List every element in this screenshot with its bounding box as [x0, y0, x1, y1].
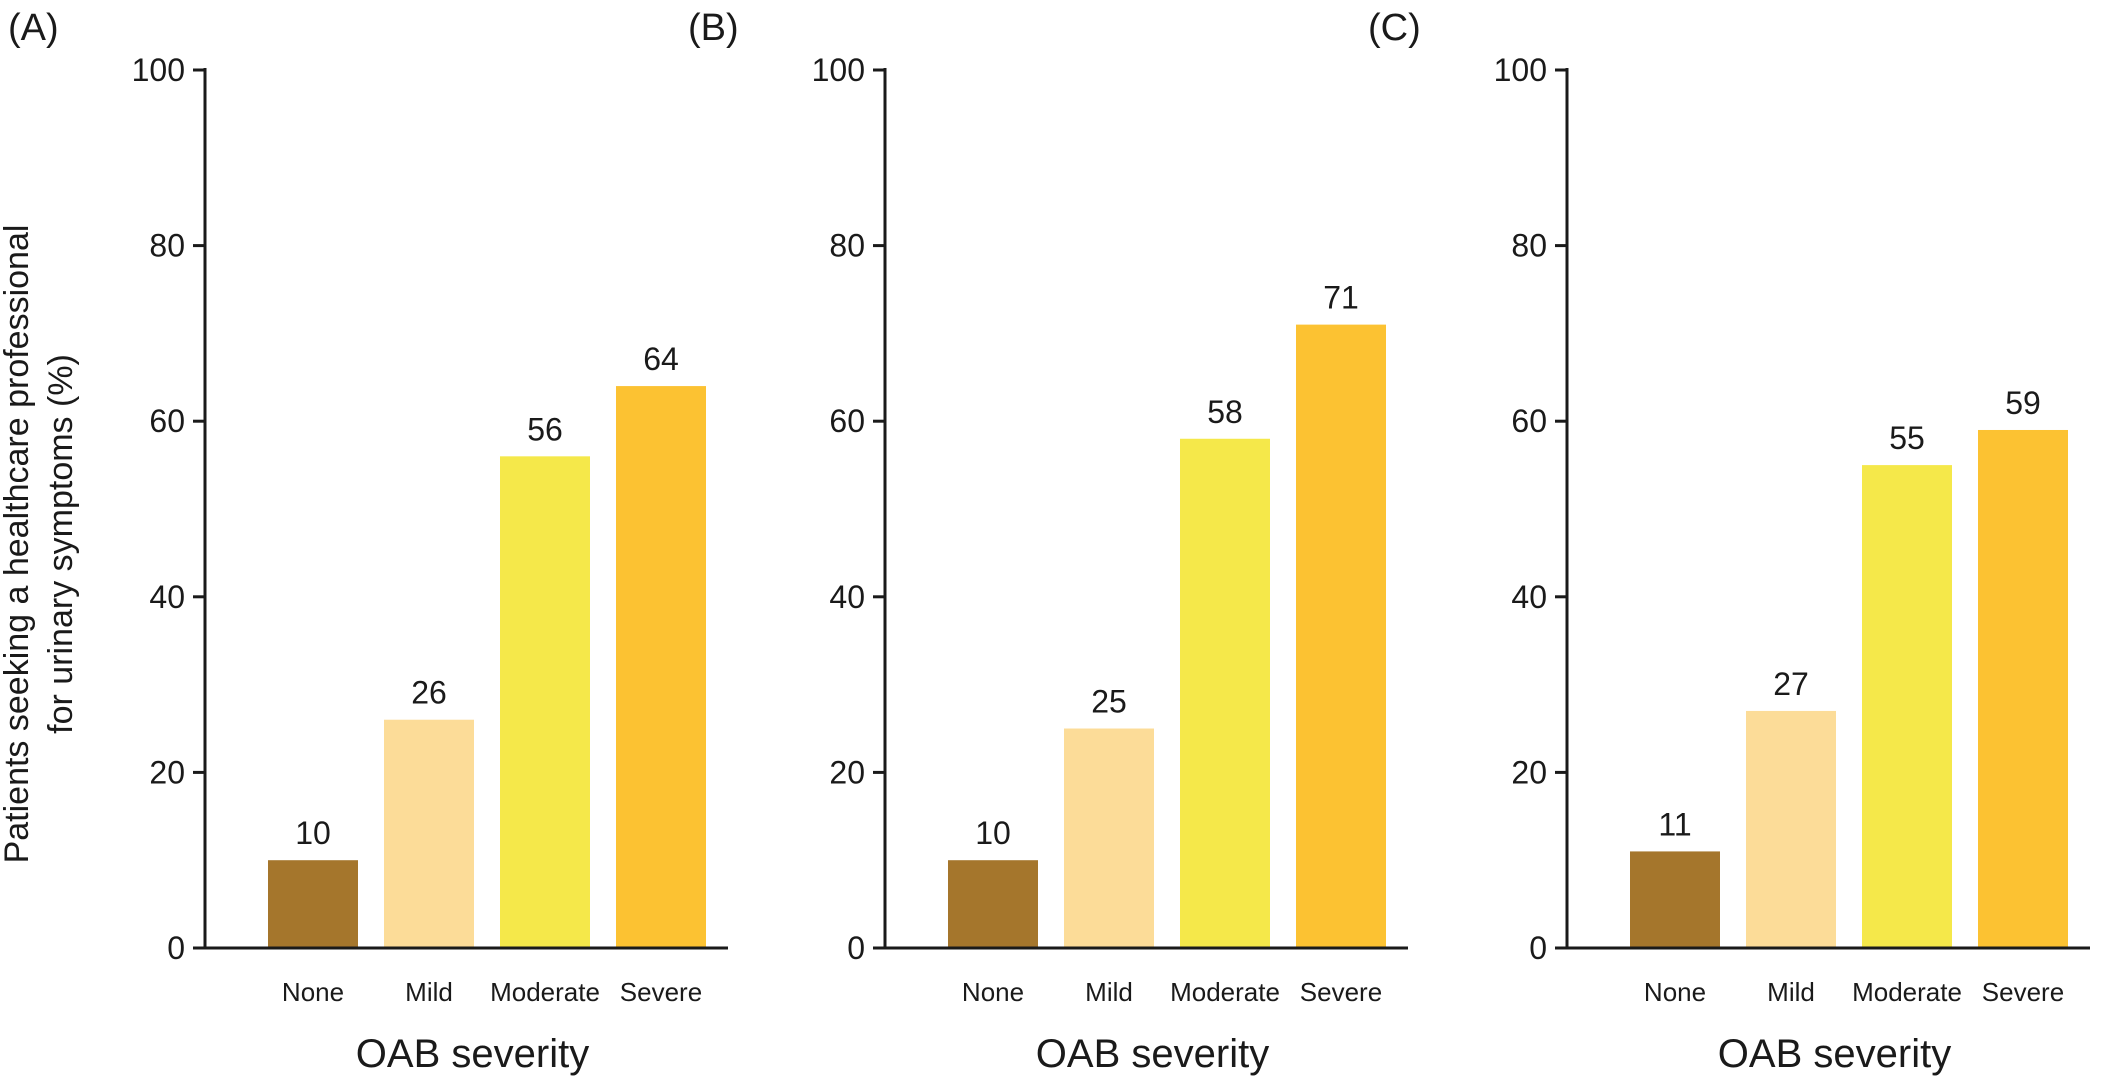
bar-moderate	[1862, 465, 1952, 948]
y-axis-title-line-2: for urinary symptoms (%)	[42, 354, 80, 734]
category-label-mild: Mild	[405, 977, 453, 1007]
value-label: 11	[1658, 806, 1691, 842]
bar-severe	[1296, 324, 1386, 948]
y-tick-label: 40	[1511, 579, 1547, 615]
x-axis-title: OAB severity	[356, 1032, 589, 1076]
category-label-moderate: Moderate	[1170, 977, 1280, 1007]
y-tick-label: 0	[847, 930, 865, 966]
y-tick-label: 40	[829, 579, 865, 615]
bar-none	[1630, 851, 1720, 948]
bar-moderate	[1180, 438, 1270, 948]
y-tick-label: 100	[812, 52, 865, 88]
value-label: 26	[411, 675, 447, 711]
y-tick-label: 40	[149, 579, 185, 615]
bar-severe	[1978, 429, 2068, 949]
value-label: 56	[527, 411, 563, 447]
category-label-moderate: Moderate	[1852, 977, 1962, 1007]
panel-label: (B)	[688, 7, 739, 49]
panel-3: (C) 11 None 27 Mild 55 Moderate 59 Severe 0 20 40 60…	[1368, 7, 2090, 1076]
y-axis-title: Patients seeking a healthcare profession…	[0, 225, 80, 864]
y-tick-label: 60	[829, 403, 865, 439]
y-tick-label: 60	[149, 403, 185, 439]
value-label: 59	[2005, 385, 2041, 421]
value-label: 55	[1889, 420, 1925, 456]
category-label-none: None	[962, 977, 1024, 1007]
y-tick-label: 80	[829, 228, 865, 264]
bar-severe	[616, 386, 706, 949]
value-label: 58	[1207, 394, 1243, 430]
bar-moderate	[500, 456, 590, 948]
value-label: 27	[1773, 666, 1809, 702]
bar-mild	[384, 719, 474, 948]
y-tick-label: 80	[149, 228, 185, 264]
y-axis-title-line-1: Patients seeking a healthcare profession…	[0, 225, 36, 864]
y-tick-label: 0	[1529, 930, 1547, 966]
y-tick-label: 100	[1494, 52, 1547, 88]
y-tick-label: 100	[132, 52, 185, 88]
y-tick-label: 60	[1511, 403, 1547, 439]
category-label-severe: Severe	[1300, 977, 1382, 1007]
y-tick-label: 80	[1511, 228, 1547, 264]
category-label-severe: Severe	[1982, 977, 2064, 1007]
category-label-mild: Mild	[1085, 977, 1133, 1007]
value-label: 10	[975, 815, 1011, 851]
bar-none	[268, 860, 358, 948]
x-axis-title: OAB severity	[1036, 1032, 1269, 1076]
bar-none	[948, 860, 1038, 948]
category-label-severe: Severe	[620, 977, 702, 1007]
category-label-mild: Mild	[1767, 977, 1815, 1007]
value-label: 71	[1323, 280, 1359, 316]
x-axis-title: OAB severity	[1718, 1032, 1951, 1076]
value-label: 25	[1091, 684, 1127, 720]
panel-label: (C)	[1368, 7, 1421, 49]
y-tick-label: 20	[1511, 754, 1547, 790]
y-tick-label: 0	[167, 930, 185, 966]
category-label-none: None	[282, 977, 344, 1007]
panel-2: (B) 10 None 25 Mild 58 Moderate 71 Severe 0 20 40 60…	[688, 7, 1408, 1076]
bar-mild	[1746, 710, 1836, 948]
category-label-moderate: Moderate	[490, 977, 600, 1007]
bar-mild	[1064, 728, 1154, 948]
panel-1: (A) 10 None 26 Mild 56 Moderate 64 Severe 0 20 40 60…	[8, 7, 728, 1076]
value-label: 10	[295, 815, 331, 851]
value-label: 64	[643, 341, 679, 377]
panel-label: (A)	[8, 7, 59, 49]
y-tick-label: 20	[149, 754, 185, 790]
category-label-none: None	[1644, 977, 1706, 1007]
y-tick-label: 20	[829, 754, 865, 790]
